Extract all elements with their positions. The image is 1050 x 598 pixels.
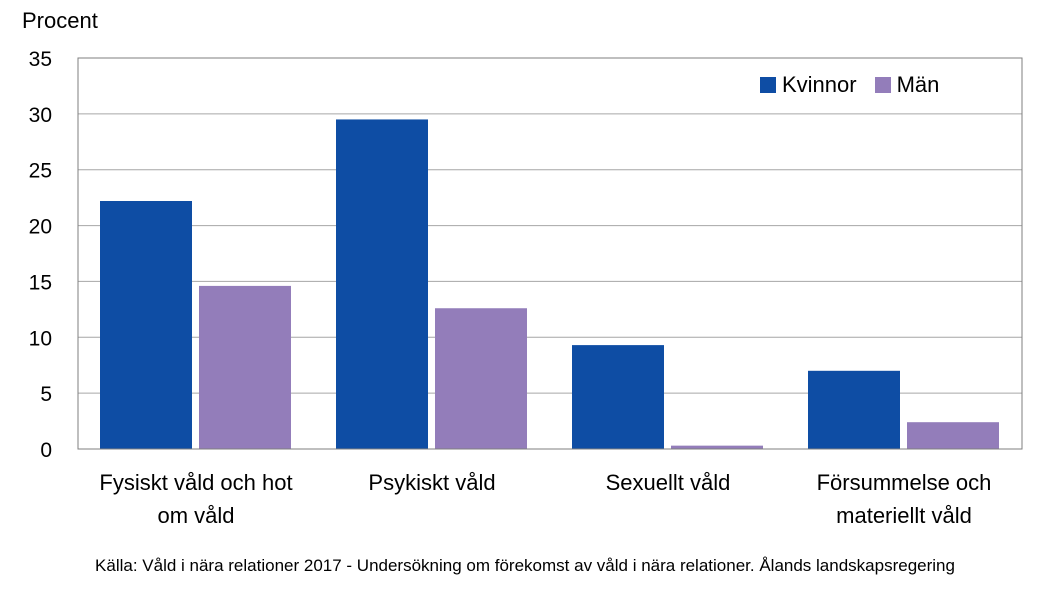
y-axis-unit-label: Procent (22, 8, 98, 33)
y-tick-label: 5 (40, 383, 52, 406)
source-note: Källa: Våld i nära relationer 2017 - Und… (95, 556, 955, 575)
x-tick-label-line: om våld (157, 503, 235, 528)
y-tick-label: 35 (29, 48, 52, 71)
bar-kvinnor-3 (808, 370, 900, 449)
legend-item-man: Män (874, 72, 940, 98)
legend-swatch-kvinnor (760, 77, 776, 93)
x-tick-label: Försummelse och materiellt våld (784, 466, 1024, 532)
x-tick-label-line: materiellt våld (836, 503, 972, 528)
bar-man-0 (199, 285, 291, 449)
plot-border (77, 57, 1023, 450)
y-tick-label: 20 (29, 216, 52, 239)
bar-kvinnor-1 (336, 119, 428, 449)
legend-item-kvinnor: Kvinnor (760, 72, 857, 98)
bar-kvinnor-2 (572, 345, 664, 449)
legend-label-man: Män (896, 72, 940, 97)
y-tick-label: 25 (29, 160, 52, 183)
x-tick-label-line: Fysiskt våld och hot (99, 470, 293, 495)
bar-man-1 (435, 308, 527, 449)
x-tick-label-line: Sexuellt våld (605, 470, 731, 495)
y-tick-label: 0 (40, 439, 52, 462)
y-tick-label: 15 (29, 271, 52, 294)
x-tick-label: Psykiskt våld (312, 466, 552, 499)
bar-man-2 (671, 445, 763, 449)
bar-kvinnor-0 (100, 200, 192, 449)
x-tick-label-line: Psykiskt våld (368, 470, 496, 495)
y-tick-label: 10 (29, 327, 52, 350)
y-tick-label: 30 (29, 104, 52, 127)
y-axis: 0 5 10 15 20 25 30 35 (29, 48, 52, 462)
x-tick-label-line: Försummelse och (816, 470, 992, 495)
legend-label-kvinnor: Kvinnor (782, 72, 857, 97)
x-tick-label: Sexuellt våld (548, 466, 788, 499)
bar-man-3 (907, 422, 999, 449)
legend-swatch-man (874, 77, 891, 93)
x-tick-label: Fysiskt våld och hot om våld (76, 466, 316, 532)
legend: Kvinnor Män (760, 72, 957, 98)
bars (100, 119, 999, 449)
